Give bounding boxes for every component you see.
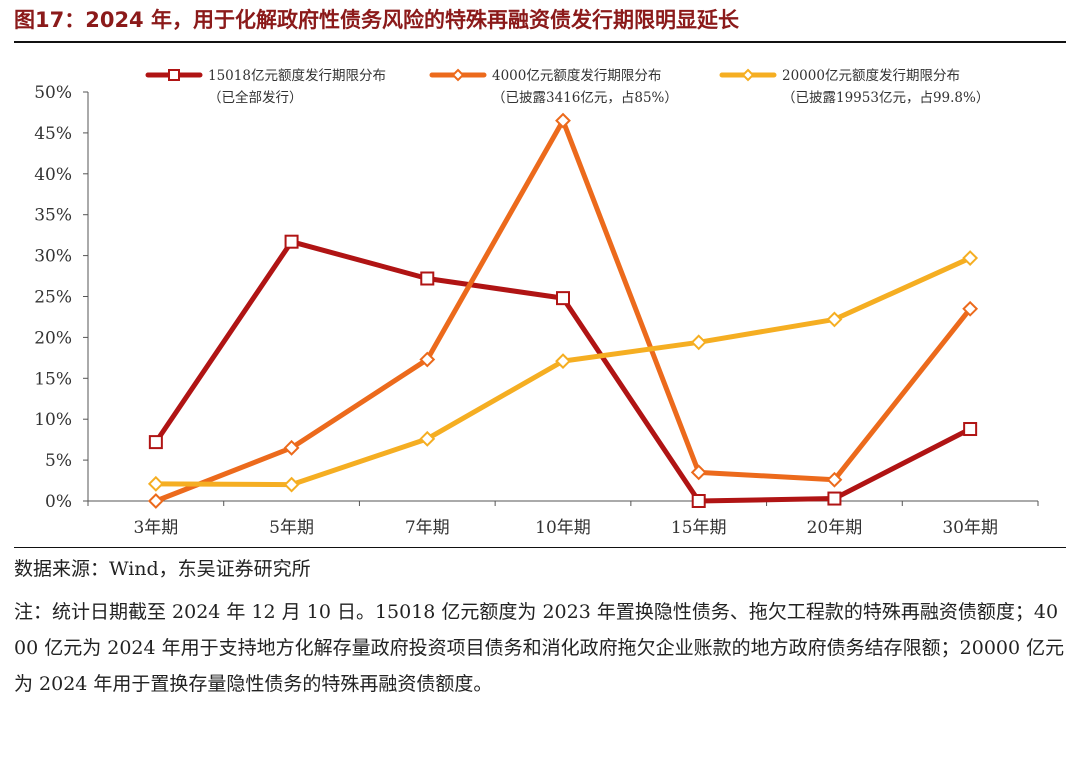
y-tick-label: 30% [34,247,72,267]
legend-sublabel: （已披露19953亿元，占99.8%） [782,90,989,106]
x-tick-label: 20年期 [807,518,863,538]
title-divider [14,41,1066,43]
legend-sublabel: （已披露3416亿元，占85%） [492,90,678,106]
y-tick-label: 15% [34,369,72,389]
data-point [963,422,978,437]
source-divider [14,547,1066,548]
data-point [691,494,706,508]
chart-legend: 15018亿元额度发行期限分布 （已全部发行） 4000亿元额度发行期限分布 （已披露… [145,68,989,106]
y-tick-label: 50% [34,83,72,103]
x-tick-label: 5年期 [269,518,314,538]
y-tick-label: 45% [34,124,72,144]
data-point [284,234,299,249]
data-point [283,439,300,456]
data-point [826,311,843,328]
data-point [283,476,300,493]
data-point [962,300,979,317]
data-point [147,493,164,509]
legend-marker [741,68,755,82]
data-point [827,491,842,506]
legend-label: 20000亿元额度发行期限分布 [782,68,960,84]
x-tick-label: 10年期 [535,518,591,538]
data-point [556,291,570,306]
x-tick-label: 7年期 [405,518,450,538]
data-point [420,271,435,286]
legend-marker [451,68,465,82]
y-tick-label: 20% [34,328,72,348]
x-tick-label: 15年期 [671,518,727,538]
data-point [690,464,707,481]
chart-axes: 0% 5% 10% 15% 20% 25% 30% 35% 40% 45% 50% 3年期 5年期 7年期… [34,83,1039,538]
data-point [690,334,707,351]
y-tick-label: 10% [34,410,72,430]
data-point [147,475,164,492]
source-text: 数据来源：Wind，东吴证券研究所 [14,558,311,580]
data-point [419,430,436,447]
data-point [148,435,163,450]
y-tick-label: 5% [45,451,72,471]
data-point [555,112,571,129]
y-tick-label: 40% [34,165,72,185]
figure-title: 图17：2024 年，用于化解政府性债务风险的特殊再融资债发行期限明显延长 [14,8,739,32]
y-tick-label: 35% [34,206,72,226]
x-tick-label: 3年期 [133,518,178,538]
y-tick-label: 0% [45,492,72,512]
data-point [826,471,843,488]
legend-label: 15018亿元额度发行期限分布 [208,68,386,84]
line-chart: 15018亿元额度发行期限分布 （已全部发行） 4000亿元额度发行期限分布 （已披露… [34,68,1039,538]
plot-area [147,112,979,509]
data-point [419,351,436,368]
x-tick-label: 30年期 [942,518,998,538]
note-text: 注：统计日期截至 2024 年 12 月 10 日。15018 亿元额度为 20… [14,601,1065,695]
data-point [962,250,979,266]
y-tick-label: 25% [34,288,72,308]
legend-sublabel: （已全部发行） [208,89,303,106]
legend-label: 4000亿元额度发行期限分布 [492,68,661,84]
data-point [555,353,571,370]
legend-marker [168,69,180,81]
